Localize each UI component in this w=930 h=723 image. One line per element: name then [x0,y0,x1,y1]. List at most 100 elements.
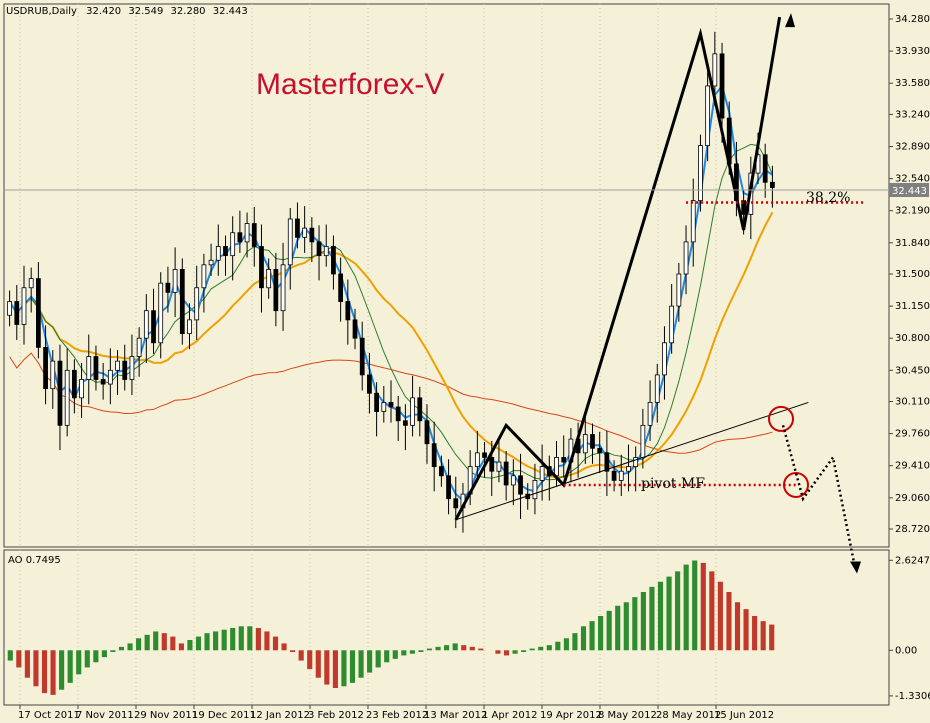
candle-body [93,356,99,380]
candle-body [705,85,711,146]
x-tick-label: 19 Dec 2011 [192,710,256,721]
x-tick-label: 28 May 2012 [656,710,721,721]
candle-body [712,53,718,87]
candle-body [244,223,250,243]
candle-body [136,337,142,357]
y-tick-label: 33.930 [895,46,930,57]
candle-body [208,259,214,266]
candle-body [14,301,20,325]
candle-body [309,227,315,243]
candle-body [503,461,509,486]
candle-body [273,269,279,312]
candle-body [582,434,588,454]
candle-body [295,218,300,238]
candle-body [223,246,228,257]
candle-body [417,397,423,422]
y-tick-label: 31.840 [895,238,930,249]
mid-ma-line [9,143,773,481]
candle-body [43,346,48,390]
y-tick-label: 33.240 [895,109,930,120]
candle-body [388,402,394,408]
y-tick-label: 28.720 [895,524,930,535]
oscillator-panel [3,549,890,706]
candle-body [676,273,682,307]
arrow-down-head [850,561,861,574]
candle-body [7,301,12,316]
candle-body [201,264,207,289]
candle-body [50,360,56,390]
y-tick-label: 34.280 [895,14,930,25]
main-panel [3,3,890,548]
candle-body [633,457,639,468]
candle-body [647,402,653,426]
y-tick-label: 31.150 [895,301,930,312]
candle-body [266,269,272,289]
x-tick-label: 19 Apr 2012 [540,710,602,721]
candle-body [496,461,502,472]
y-tick-label: 30.800 [895,333,930,344]
candle-body [179,269,185,335]
candle-body [374,392,379,412]
x-tick-label: 23 Feb 2012 [366,710,428,721]
candle-body [626,466,631,472]
candle-body [129,356,135,380]
oscillator-label: AO 0.7495 [8,555,61,566]
candle-body [316,241,322,257]
candle-body [431,443,437,468]
x-tick-label: 12 Jan 2012 [250,710,310,721]
candle-body [36,278,41,348]
candle-body [561,457,567,463]
candle-body [187,319,192,335]
candle-body [604,452,610,472]
x-tick-label: 1 Apr 2012 [482,710,537,721]
fib-level-label: 38,2% [806,190,850,206]
candle-body [151,310,156,344]
candle-body [345,301,351,321]
current-price-marker [889,183,929,197]
candle-body [482,452,487,458]
candle-body [158,282,164,344]
arrow-up-head [785,13,795,28]
candle-body [64,369,70,426]
candle-body [287,218,293,266]
y-tick-label: 29.410 [895,461,930,472]
candle-body [21,287,27,325]
ao-tick-label: -1.3306 [895,691,930,702]
ao-tick-label: 0.00 [895,645,917,656]
candle-body [424,420,430,445]
x-tick-label: 3 Feb 2012 [308,710,364,721]
target-circle [768,405,794,432]
candle-body [640,424,646,458]
candle-body [381,402,387,412]
candle-body [554,457,559,477]
current-price-label: 32.443 [892,186,927,197]
candle-body [143,310,149,339]
candle-body [359,337,365,376]
y-tick-label: 32.190 [895,206,930,217]
candle-body [510,475,516,486]
open-value: 32.420 [86,6,121,17]
target-circle [783,471,809,498]
candle-body [79,379,84,399]
candle-body [251,223,257,247]
y-tick-label: 29.760 [895,429,930,440]
candle-body [165,282,171,293]
x-tick-label: 13 Mar 2012 [424,710,487,721]
candle-body [122,360,128,380]
y-tick-label: 33.580 [895,78,930,89]
x-tick-label: 8 May 2012 [598,710,657,721]
candle-body [230,232,236,257]
oscillator-axis: 2.6247 0.00 -1.3306 [889,555,930,702]
y-tick-label: 31.500 [895,269,930,280]
candle-body [669,305,675,344]
low-value: 32.280 [171,6,206,17]
candle-body [690,200,696,243]
candle-body [403,420,408,426]
candle-body [28,278,34,289]
candle-body [683,241,689,275]
candle-body [618,470,624,481]
y-tick-label: 32.540 [895,174,930,185]
candle-body [331,246,336,275]
